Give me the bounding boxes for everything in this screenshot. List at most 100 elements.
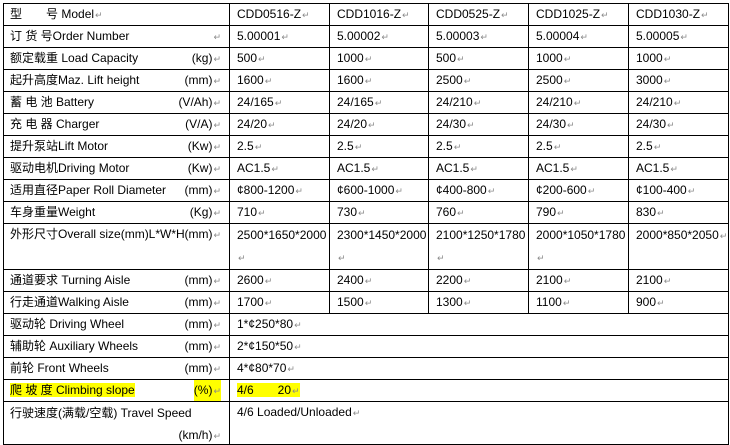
label-en: Weight — [58, 205, 96, 219]
table-cell: 24/165 — [329, 91, 429, 114]
cell-value: 2.5 — [237, 139, 262, 153]
label-unit: (V/A) — [185, 115, 221, 135]
label-en: Maz. Lift height — [58, 73, 140, 87]
table-cell: ¢600-1000 — [329, 179, 429, 202]
cell-value: 730 — [337, 205, 366, 219]
cell-value: ¢600-1000 — [337, 183, 403, 197]
cell-value: 2100 — [636, 273, 671, 287]
cell-value: 2*¢150*50 — [237, 339, 302, 353]
row-label: 驱动电机Driving Motor (Kw) — [3, 157, 230, 180]
cell-value: 1700 — [237, 295, 272, 309]
cell-value: 900 — [636, 295, 665, 309]
cell-value: 24/30 — [436, 117, 475, 131]
row-label: 充 电 器 Charger (V/A) — [3, 113, 230, 136]
table-cell: 2000*850*2050 — [628, 223, 729, 270]
cell-value: 24/165 — [237, 95, 282, 109]
cell-value: 760 — [436, 205, 465, 219]
table-cell: 24/30 — [528, 113, 629, 136]
table-cell: 2.5 — [428, 135, 529, 158]
cell-value: AC1.5 — [237, 161, 279, 175]
cell-value: 4/6 Loaded/Unloaded — [237, 405, 360, 419]
table-cell: 2100*1250*1780 — [428, 223, 529, 270]
label-unit: (km/h) — [178, 424, 221, 444]
cell-value: 500 — [237, 51, 266, 65]
cell-value: 24/210 — [436, 95, 481, 109]
header-row: 型 号 Model CDD0516-Z CDD1016-Z CDD0525-Z … — [3, 3, 729, 26]
cell-value: 4*¢80*70 — [237, 361, 295, 375]
table-cell: 2500 — [528, 69, 629, 92]
label-unit: (mm) — [184, 225, 221, 246]
label-cn: 前轮 — [10, 361, 35, 375]
label-cn: 驱动电机 — [10, 161, 59, 175]
cell-value: 1100 — [536, 295, 570, 309]
table-row: 驱动电机Driving Motor (Kw) AC1.5 AC1.5 AC1.5 AC1.… — [3, 157, 729, 180]
cell-value: 2500 — [436, 73, 471, 87]
table-cell: 2200 — [428, 269, 529, 292]
cell-value: 24/20 — [237, 117, 276, 131]
table-row: 通道要求 Turning Aisle (mm) 2600 2400 2200 2100 21… — [3, 269, 729, 292]
table-cell: 5.00005 — [628, 25, 729, 48]
table-cell: ¢800-1200 — [229, 179, 330, 202]
table-cell: 24/210 — [428, 91, 529, 114]
table-cell: 24/210 — [528, 91, 629, 114]
header-cn: 型 号 — [10, 7, 59, 21]
label-unit: (mm) — [184, 71, 221, 91]
cell-value: 5.00003 — [436, 29, 488, 43]
cell-value: 1*¢250*80 — [237, 317, 302, 331]
table-cell: 1100 — [528, 291, 629, 314]
table-cell: 790 — [528, 201, 629, 224]
row-label: 通道要求 Turning Aisle (mm) — [3, 269, 230, 292]
table-cell: 5.00001 — [229, 25, 330, 48]
label-cn: 外形尺寸 — [10, 227, 59, 241]
label-en: Travel Speed — [117, 406, 192, 420]
cell-value: 5.00004 — [536, 29, 588, 43]
label-unit: (Kg) — [190, 203, 221, 223]
cell-value: 2600 — [237, 273, 272, 287]
cell-value: ¢200-600 — [536, 183, 595, 197]
cell-value: 24/20 — [337, 117, 376, 131]
table-cell: 2.5 — [628, 135, 729, 158]
row-label: 爬 坡 度 Climbing slope (%) — [3, 379, 230, 402]
table-row: 辅助轮 Auxiliary Wheels (mm) 2*¢150*50 — [3, 335, 729, 358]
cell-value: 500 — [436, 51, 465, 65]
column-header: CDD0525-Z — [428, 3, 529, 26]
table-cell: 760 — [428, 201, 529, 224]
row-label: 行驶速度(满载/空载) Travel Speed (km/h) — [3, 401, 230, 445]
label-unit: (mm) — [184, 271, 221, 291]
cell-value: 24/30 — [536, 117, 575, 131]
table-cell: 500 — [428, 47, 529, 70]
label-unit: (mm) — [184, 337, 221, 357]
table-cell: 1700 — [229, 291, 330, 314]
label-cn: 爬 坡 度 — [10, 383, 53, 397]
table-cell: 3000 — [628, 69, 729, 92]
row-label: 蓄 电 池 Battery (V/Ah) — [3, 91, 230, 114]
label-unit: (%) — [193, 380, 221, 401]
cell-value: 1000 — [536, 51, 571, 65]
label-en: Climbing slope — [52, 383, 135, 397]
table-cell: 4/6 Loaded/Unloaded — [229, 401, 729, 445]
cell-value: 2100*1250*1780 — [436, 228, 525, 264]
cell-value: 2.5 — [436, 139, 461, 153]
header-label: 型 号 Model — [3, 3, 230, 26]
label-unit: (V/Ah) — [178, 93, 221, 113]
cell-value: 2500 — [536, 73, 571, 87]
label-unit: (Kw) — [188, 159, 221, 179]
table-cell: 2.5 — [229, 135, 330, 158]
model-name: CDD0525-Z — [436, 7, 509, 21]
table-cell: ¢100-400 — [628, 179, 729, 202]
row-label: 车身重量Weight (Kg) — [3, 201, 230, 224]
table-cell: 2.5 — [528, 135, 629, 158]
table-row: 适用直径Paper Roll Diameter (mm) ¢800-1200 ¢600… — [3, 179, 729, 202]
table-cell: 5.00002 — [329, 25, 429, 48]
table-cell: 24/20 — [229, 113, 330, 136]
row-label: 额定载重 Load Capacity (kg) — [3, 47, 230, 70]
cell-value: 4/6 20 — [237, 383, 300, 397]
model-name: CDD0516-Z — [237, 7, 310, 21]
label-cn: 充 电 器 — [10, 117, 53, 131]
table-cell: 1000 — [329, 47, 429, 70]
table-cell: 2500*1650*2000 — [229, 223, 330, 270]
cell-value: AC1.5 — [536, 161, 578, 175]
table-cell: 24/30 — [428, 113, 529, 136]
table-cell: 24/210 — [628, 91, 729, 114]
label-unit: (mm) — [184, 359, 221, 379]
